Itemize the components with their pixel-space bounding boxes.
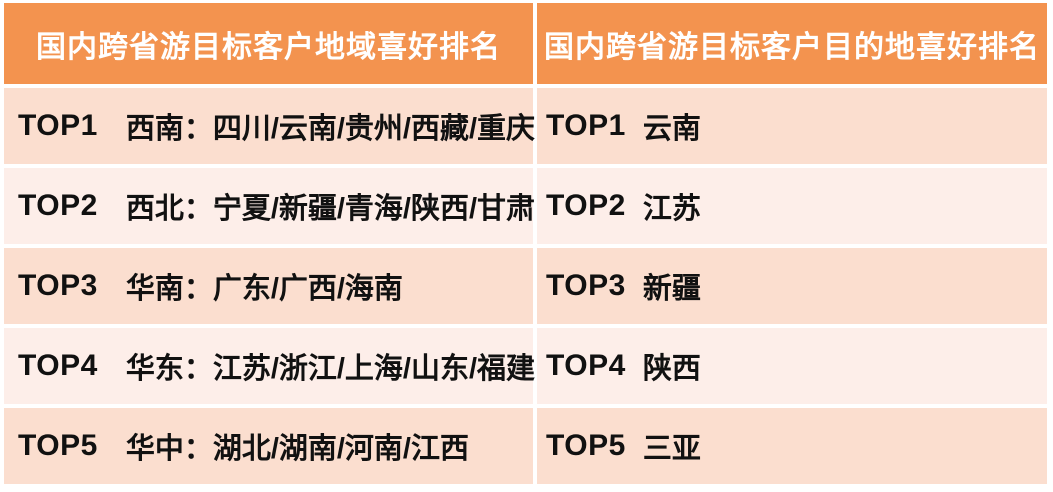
table-row: TOP2 西北：宁夏/新疆/青海/陕西/甘肃	[4, 168, 536, 244]
destination-table-title: 国内跨省游目标客户目的地喜好排名	[544, 30, 1040, 64]
rank-label: TOP4	[18, 349, 98, 382]
rank-value: 华中：湖北/湖南/河南/江西	[125, 433, 469, 465]
rank-label: TOP1	[546, 109, 626, 142]
rank-label: TOP2	[18, 189, 98, 222]
table-row: TOP1 西南：四川/云南/贵州/西藏/重庆	[4, 88, 536, 164]
table-row: TOP5 三亚	[537, 408, 1047, 484]
rank-value: 西北：宁夏/新疆/青海/陕西/甘肃	[125, 193, 536, 225]
table-row: TOP3 新疆	[537, 248, 1047, 324]
rank-label: TOP3	[546, 269, 626, 302]
rank-value: 西南：四川/云南/贵州/西藏/重庆	[125, 113, 536, 145]
rank-label: TOP3	[18, 269, 98, 302]
rank-label: TOP2	[546, 189, 626, 222]
table-row: TOP1 云南	[537, 88, 1047, 164]
rank-value: 云南	[642, 113, 701, 145]
rank-label: TOP5	[18, 429, 98, 462]
rank-value: 三亚	[642, 433, 701, 465]
table-row: TOP4 华东：江苏/浙江/上海/山东/福建	[4, 328, 536, 404]
rank-value: 华南：广东/广西/海南	[125, 273, 403, 305]
rank-label: TOP5	[546, 429, 626, 462]
rank-value: 华东：江苏/浙江/上海/山东/福建	[125, 353, 536, 385]
table-row: TOP2 江苏	[537, 168, 1047, 244]
table-row: TOP5 华中：湖北/湖南/河南/江西	[4, 408, 533, 484]
region-table-title: 国内跨省游目标客户地域喜好排名	[36, 30, 501, 64]
rank-label: TOP4	[546, 349, 626, 382]
table-row: TOP4 陕西	[537, 328, 1047, 404]
rank-label: TOP1	[18, 109, 98, 142]
destination-table-header: 国内跨省游目标客户目的地喜好排名	[537, 3, 1047, 84]
rank-value: 江苏	[642, 193, 701, 225]
table-row: TOP3 华南：广东/广西/海南	[4, 248, 533, 324]
rank-value: 新疆	[642, 273, 701, 305]
region-table-header: 国内跨省游目标客户地域喜好排名	[4, 3, 533, 84]
rank-value: 陕西	[642, 353, 701, 385]
